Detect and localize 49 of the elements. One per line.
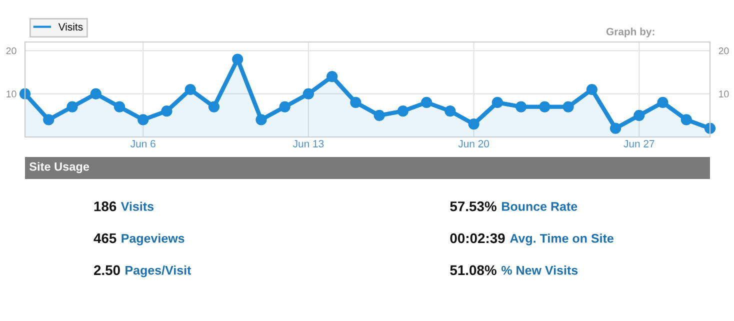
x-tick-label: Jun 13: [292, 140, 324, 148]
text: Pageviews: [122, 234, 184, 246]
point: [634, 110, 645, 121]
point: [562, 101, 574, 112]
point: [256, 114, 267, 126]
point: [208, 101, 220, 112]
x-tick-label: Jun 6: [130, 140, 156, 148]
text: 465: [94, 233, 116, 244]
text: Avg. Time on Site: [510, 234, 614, 246]
point: [279, 101, 290, 112]
point: [515, 101, 527, 112]
y2-tick-label: 10: [719, 90, 729, 98]
point: [657, 96, 668, 108]
text: 57.53%: [450, 201, 496, 212]
point: [539, 101, 550, 112]
text: Bounce Rate: [502, 202, 578, 211]
point: [232, 54, 244, 65]
point: [492, 96, 503, 108]
point: [420, 96, 432, 108]
point: [302, 88, 314, 100]
point: [184, 84, 196, 96]
point: [66, 101, 78, 112]
point: [680, 114, 692, 126]
point: [374, 110, 385, 121]
point: [326, 70, 338, 82]
text: 2.50: [94, 265, 120, 276]
point: [43, 114, 54, 126]
point: [397, 106, 408, 117]
point: [90, 88, 102, 100]
x-tick-label: Jun 20: [458, 140, 490, 148]
text: % New Visits: [501, 266, 578, 275]
point: [114, 101, 126, 112]
text: 51.08%: [450, 265, 496, 276]
point: [138, 114, 149, 126]
point: [444, 106, 456, 117]
point: [610, 122, 622, 134]
point: [586, 84, 598, 96]
text: 186: [94, 201, 116, 212]
point: [161, 106, 172, 117]
point: [468, 118, 480, 130]
text: Visits: [120, 202, 154, 211]
legend-label: Visits: [58, 22, 83, 31]
text: Graph by:: [606, 28, 654, 38]
text: 00:02:39: [450, 233, 505, 244]
text: Site Usage: [29, 162, 90, 174]
text: Pages/Visit: [126, 266, 192, 278]
point: [350, 96, 362, 108]
x-tick-label: Jun 27: [624, 140, 654, 148]
y2-tick-label: 20: [718, 47, 729, 54]
